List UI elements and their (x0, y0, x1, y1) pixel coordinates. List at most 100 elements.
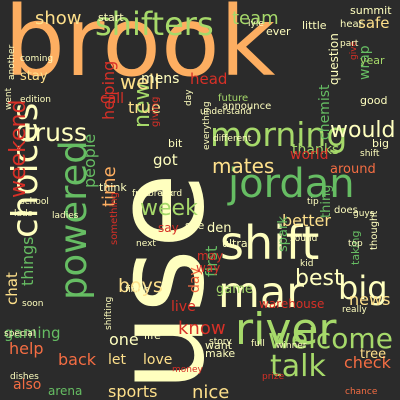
word: truss (25, 118, 87, 147)
word: shifting (104, 296, 114, 330)
word: ultra (222, 237, 248, 250)
word: lads (14, 209, 33, 219)
word: river (235, 304, 337, 355)
word: world (290, 147, 329, 163)
word: chance (345, 387, 378, 397)
word: another (7, 44, 17, 80)
word: stay (20, 69, 48, 84)
word: think (99, 181, 127, 194)
word: thanks (292, 142, 340, 158)
word: best (295, 266, 343, 291)
word: something (109, 192, 120, 245)
word: ladies (52, 211, 79, 221)
word: got (153, 151, 178, 169)
word: mens (141, 71, 180, 87)
word: thing (319, 184, 334, 218)
word: would (330, 118, 396, 143)
word: warehouse (259, 297, 325, 311)
word: back (58, 350, 97, 369)
word: sports (108, 382, 158, 400)
word: break (148, 189, 174, 199)
word: good (360, 94, 388, 107)
word: nice (192, 382, 230, 400)
word: things (18, 236, 37, 287)
word: really (342, 305, 367, 315)
word: one (109, 330, 139, 349)
word: went (4, 87, 14, 110)
word: want (205, 339, 233, 352)
word: game (216, 282, 253, 297)
word: free (132, 189, 150, 199)
word: way (196, 261, 221, 275)
word: around (330, 162, 376, 177)
word: soon (22, 299, 44, 309)
word: call (100, 91, 125, 107)
word: gaming (4, 324, 61, 342)
word: let (108, 352, 126, 368)
word: giving (150, 96, 161, 127)
word: may (197, 249, 224, 263)
word: does (334, 205, 358, 216)
word: brook (4, 0, 276, 98)
word: start (98, 11, 124, 24)
word: help (9, 339, 44, 358)
word: edition (20, 95, 51, 105)
word: show (35, 8, 82, 29)
word: jordan (228, 161, 355, 207)
word: arena (48, 384, 83, 398)
word: live (171, 299, 196, 315)
word: sound (290, 234, 318, 244)
word: people (80, 133, 99, 188)
word: well (120, 70, 160, 94)
word: future (218, 93, 249, 104)
word: boys (118, 275, 163, 297)
word: coming (20, 54, 54, 64)
word: story (209, 337, 232, 347)
word: mar (218, 268, 304, 318)
word: next (136, 239, 156, 249)
word: love (143, 352, 173, 368)
word: make (205, 347, 236, 360)
word: dishes (10, 372, 39, 382)
word: big (338, 269, 388, 307)
word: ever (266, 25, 291, 38)
word: prize (262, 372, 285, 382)
word: shift (360, 149, 380, 159)
word: word (160, 189, 183, 199)
word: winner (276, 341, 307, 351)
word: special (4, 329, 36, 339)
word: weekend (6, 99, 31, 198)
word: different (213, 134, 252, 144)
word: see (185, 219, 205, 232)
word: know (178, 318, 226, 339)
word: life (144, 329, 161, 342)
word: big (372, 137, 390, 150)
word: den (207, 221, 232, 236)
word: talk (270, 349, 326, 384)
word: kid (300, 259, 314, 269)
word: appreciate (141, 371, 190, 381)
word: question (327, 33, 341, 85)
word: say (158, 221, 179, 235)
word: finish (125, 285, 150, 295)
word: safe (358, 14, 390, 32)
word: news (349, 290, 391, 309)
word: welcome (268, 322, 393, 355)
word: bit (168, 137, 183, 150)
word: summit (350, 4, 392, 17)
word: year (360, 54, 385, 67)
word: shift (220, 216, 320, 270)
word: full (251, 339, 265, 349)
word: team (232, 8, 279, 29)
word: school (20, 197, 49, 207)
word: tip (307, 197, 319, 207)
word: better (282, 211, 331, 230)
word: hear (340, 19, 363, 30)
word: part (340, 39, 359, 49)
word: guys (353, 209, 375, 219)
word: mates (212, 154, 275, 178)
word: spark (276, 216, 291, 252)
word: shifters (95, 5, 214, 43)
word: top (348, 239, 363, 249)
